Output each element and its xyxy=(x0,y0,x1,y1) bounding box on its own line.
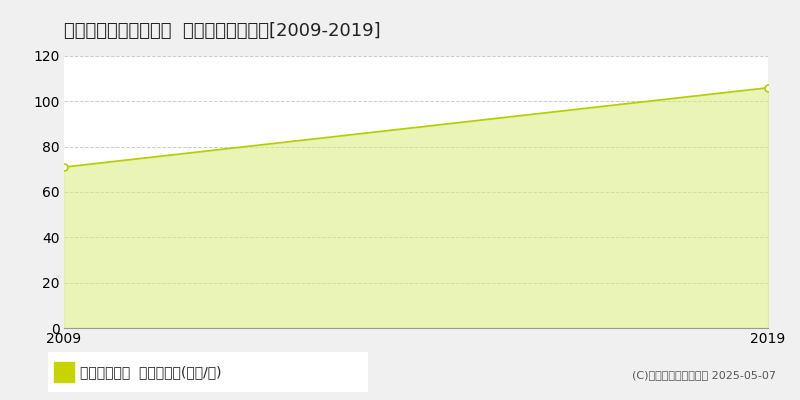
FancyBboxPatch shape xyxy=(42,351,374,393)
Text: (C)土地価格ドットコム 2025-05-07: (C)土地価格ドットコム 2025-05-07 xyxy=(632,370,776,380)
Text: 収益物件価格  平均坪単価(万円/坪): 収益物件価格 平均坪単価(万円/坪) xyxy=(80,365,222,379)
Bar xyxy=(54,362,74,382)
Text: 大阪市東淀川区南江口  収益物件価格推移[2009-2019]: 大阪市東淀川区南江口 収益物件価格推移[2009-2019] xyxy=(64,22,381,40)
